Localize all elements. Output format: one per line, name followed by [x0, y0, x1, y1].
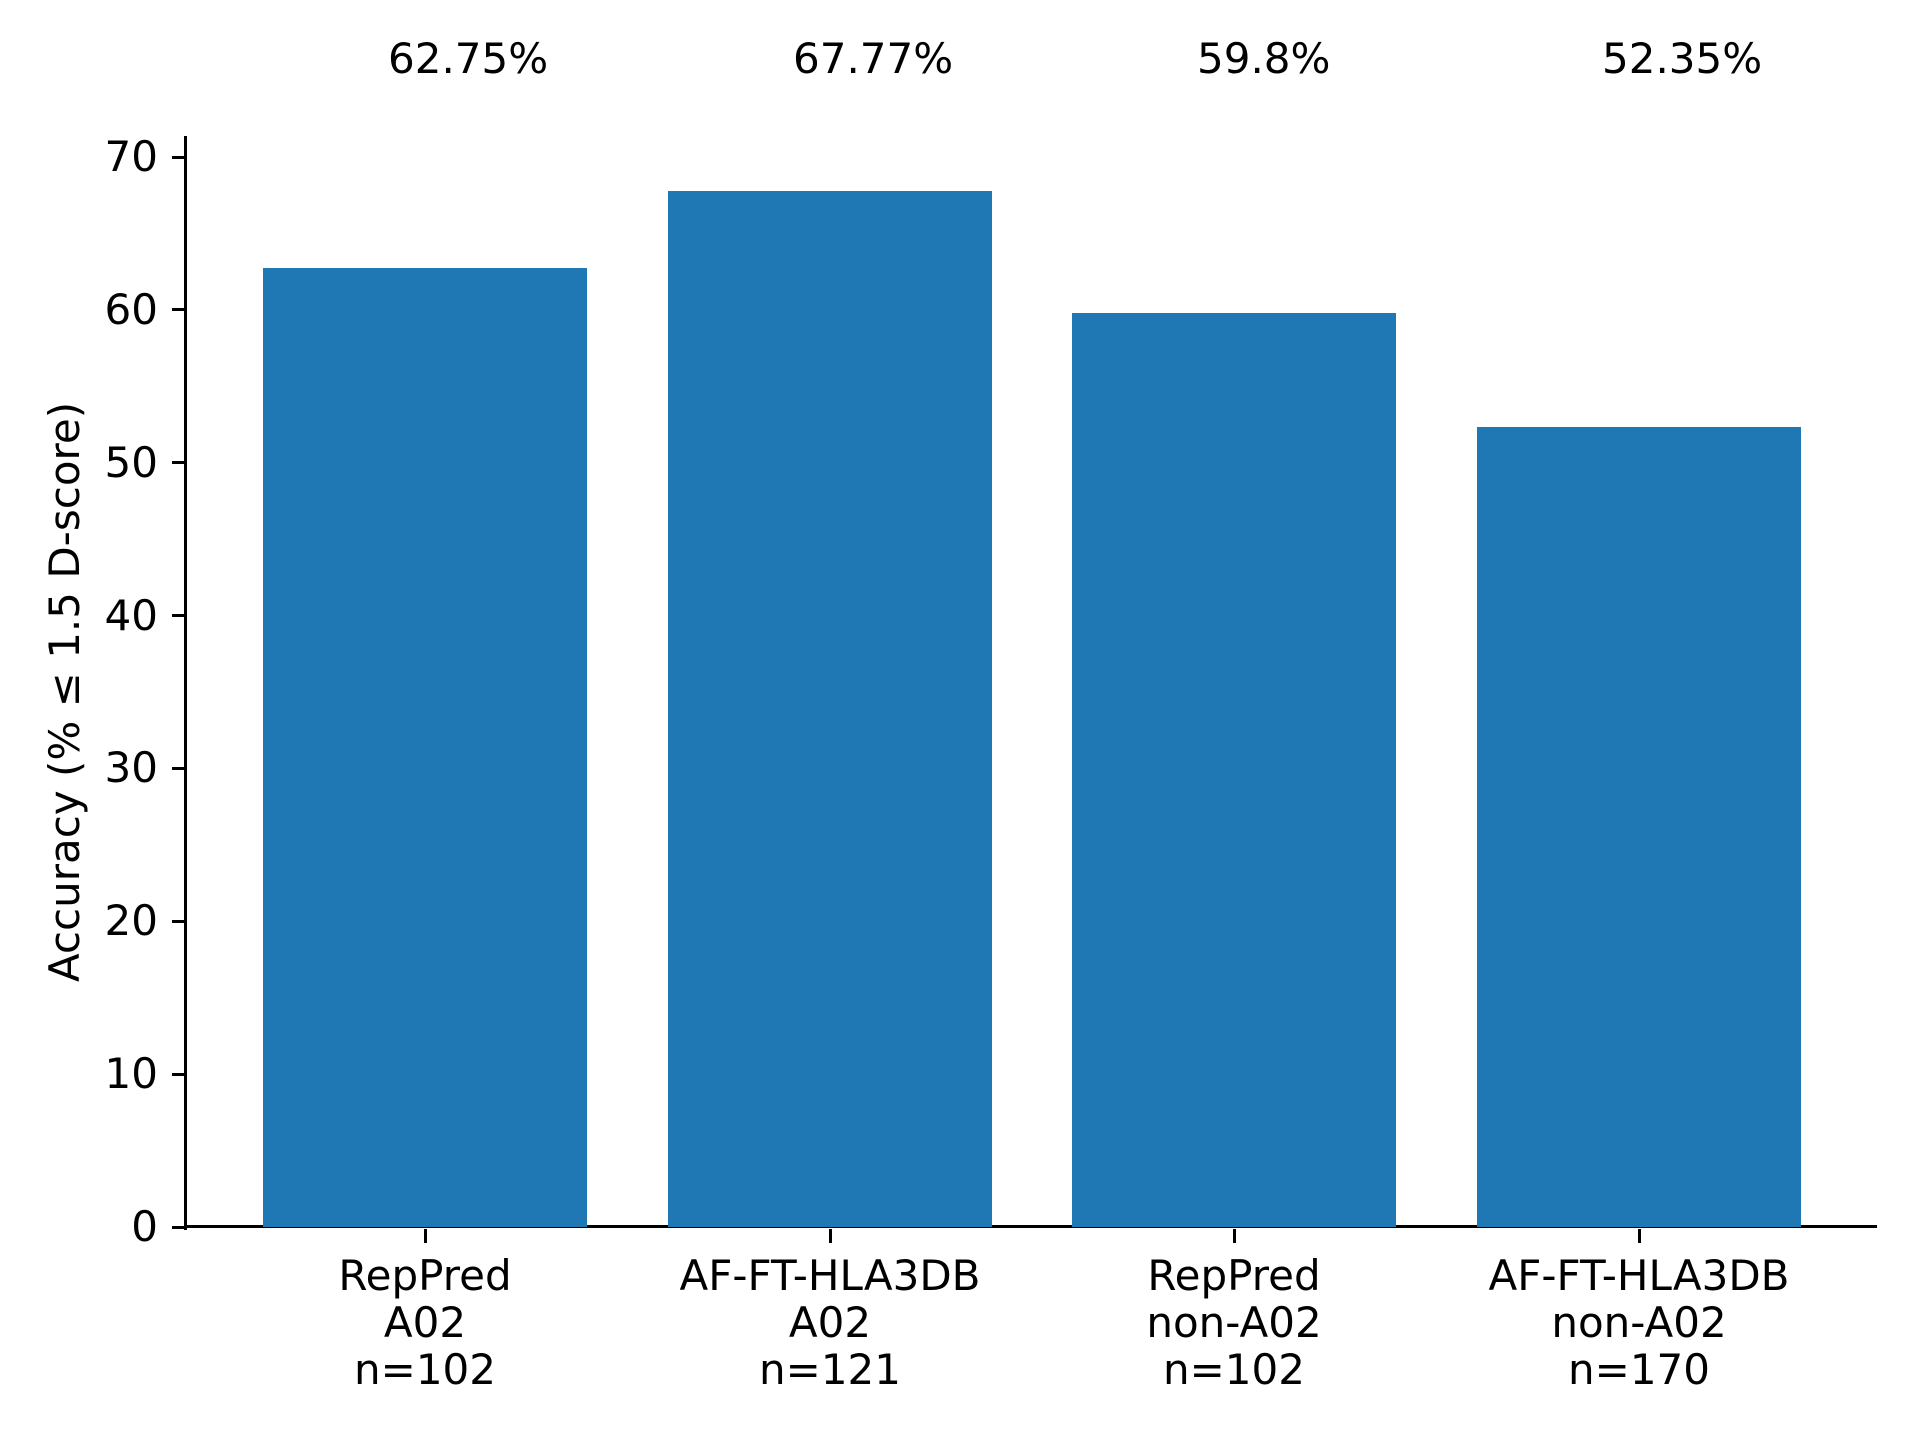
y-axis-line	[184, 136, 187, 1230]
y-tick-label: 30	[104, 743, 158, 793]
bar	[1072, 312, 1396, 1227]
y-tick-mark	[172, 919, 186, 923]
x-tick-label-line: A02	[383, 1298, 467, 1347]
y-axis-title: Accuracy (% ≤ 1.5 D-score)	[40, 401, 89, 983]
bar-value-label: 62.75%	[388, 34, 549, 83]
x-tick-mark	[1232, 1228, 1236, 1243]
x-tick-mark	[423, 1228, 427, 1243]
x-tick-label-line: n=102	[1163, 1345, 1305, 1394]
x-tick-label: AF-FT-HLA3DB A02 n=121	[680, 1252, 981, 1393]
bar	[1477, 426, 1801, 1227]
bar-value-label: 59.8%	[1197, 34, 1331, 83]
x-axis-line	[184, 1225, 1877, 1228]
x-tick-label-line: AF-FT-HLA3DB	[1488, 1251, 1790, 1300]
y-tick-mark	[172, 308, 186, 312]
y-tick-mark	[172, 614, 186, 618]
bar-value-label: 67.77%	[793, 34, 954, 83]
y-tick-mark	[172, 461, 186, 465]
x-tick-label-line: non-A02	[1551, 1298, 1727, 1347]
y-tick-label: 0	[131, 1202, 158, 1251]
y-tick-label: 10	[104, 1049, 158, 1099]
y-tick-label: 70	[104, 132, 158, 181]
x-tick-label-line: n=102	[354, 1345, 496, 1394]
x-tick-mark	[828, 1228, 832, 1243]
y-tick-label: 40	[104, 590, 158, 640]
bar-value-label: 52.35%	[1602, 34, 1763, 83]
y-tick-mark	[172, 155, 186, 159]
x-tick-label-line: n=121	[759, 1345, 901, 1394]
y-tick-mark	[172, 766, 186, 770]
y-tick-label: 60	[104, 284, 158, 334]
x-tick-label-line: AF-FT-HLA3DB	[679, 1251, 981, 1300]
x-tick-mark	[1637, 1228, 1641, 1243]
y-tick-mark	[172, 1225, 186, 1229]
y-tick-label: 20	[104, 896, 158, 946]
bar	[668, 191, 992, 1227]
x-tick-label: RepPred non-A02 n=102	[1146, 1252, 1321, 1393]
x-tick-label-line: non-A02	[1146, 1298, 1322, 1347]
x-tick-label: RepPred A02 n=102	[338, 1252, 511, 1393]
y-tick-label: 50	[104, 437, 158, 487]
x-tick-label: AF-FT-HLA3DB non-A02 n=170	[1489, 1252, 1790, 1393]
x-tick-label-line: n=170	[1568, 1345, 1710, 1394]
x-tick-label-line: A02	[788, 1298, 872, 1347]
bar	[263, 267, 587, 1227]
x-tick-label-line: RepPred	[1147, 1251, 1321, 1300]
x-tick-label-line: RepPred	[338, 1251, 512, 1300]
y-tick-mark	[172, 1072, 186, 1076]
